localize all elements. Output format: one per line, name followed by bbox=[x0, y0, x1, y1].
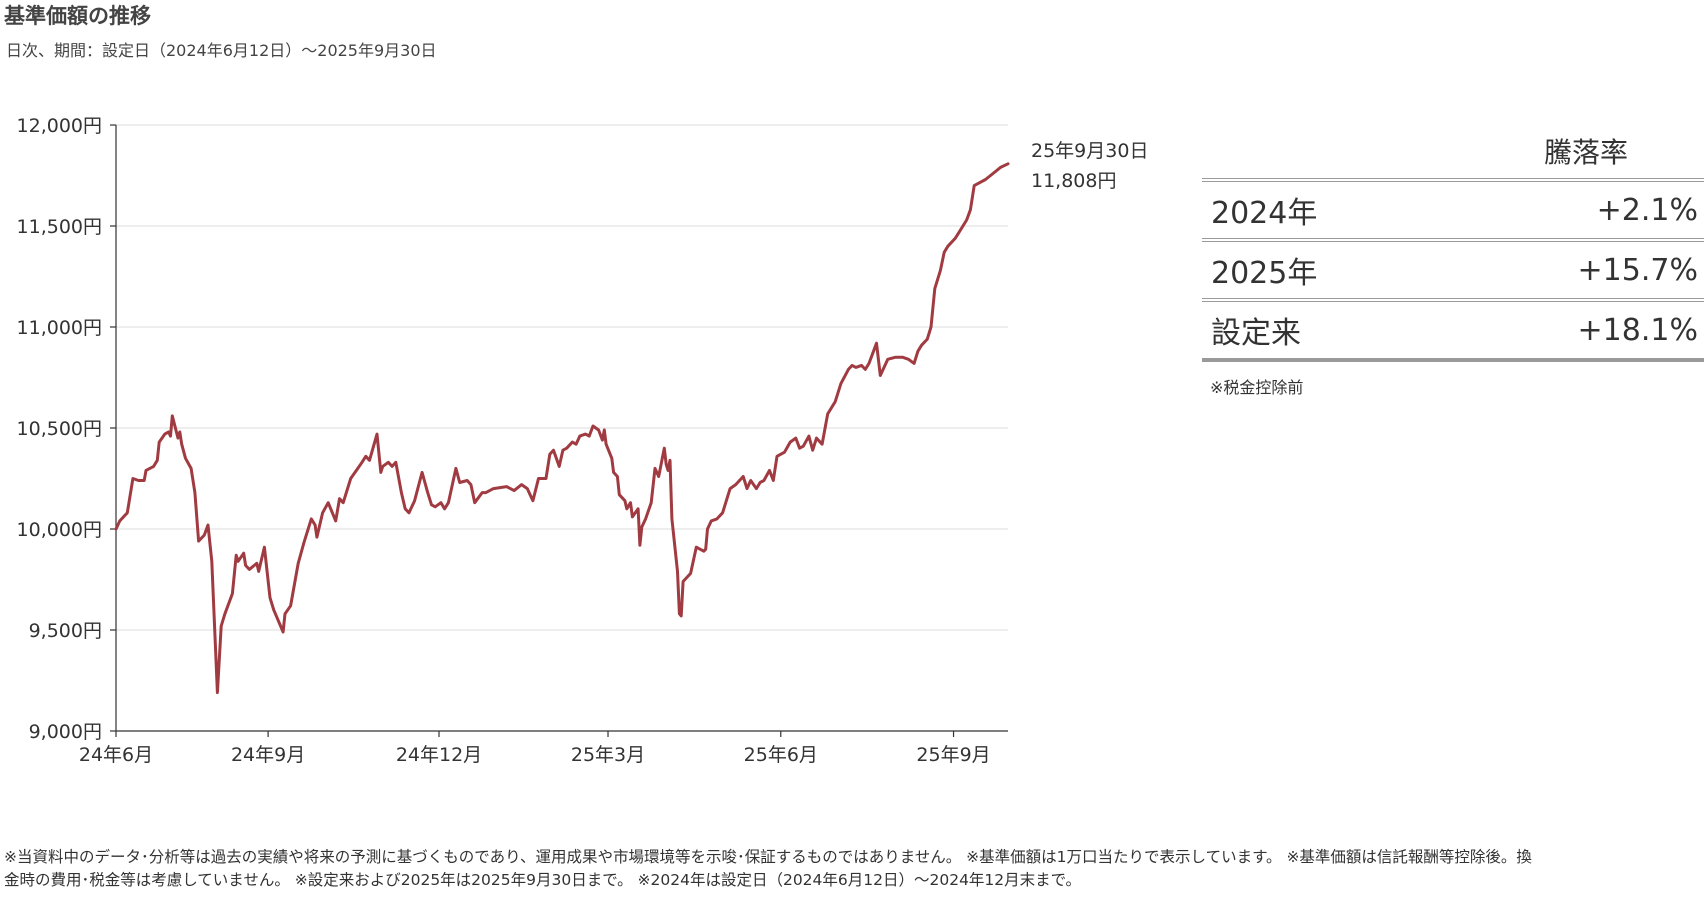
y-tick-label: 9,000円 bbox=[29, 721, 102, 743]
end-value-annotation: 11,808円 bbox=[1031, 170, 1116, 192]
returns-row-since-inception: 設定来 +18.1% bbox=[1202, 298, 1704, 362]
x-tick-label: 25年6月 bbox=[744, 744, 818, 766]
x-tick-label: 25年3月 bbox=[571, 744, 645, 766]
x-axis-tick-labels: 24年6月 24年9月 24年12月 25年3月 25年6月 25年9月 bbox=[79, 744, 991, 766]
chart-title: 基準価額の推移 bbox=[4, 4, 151, 28]
footer-disclaimer: ※当資料中のデータ･分析等は過去の実績や将来の予測に基づくものであり、運用成果や… bbox=[4, 846, 1704, 892]
y-tick-label: 12,000円 bbox=[17, 115, 102, 137]
nav-series-line bbox=[114, 162, 1010, 695]
y-tick-label: 9,500円 bbox=[29, 620, 102, 642]
returns-row-label: 2024年 bbox=[1211, 196, 1318, 231]
x-tick-label: 24年12月 bbox=[396, 744, 482, 766]
x-tick-label: 24年9月 bbox=[231, 744, 305, 766]
y-axis-tick-labels: 9,000円 9,500円 10,000円 10,500円 11,000円 11,500円… bbox=[17, 115, 102, 743]
returns-row-label: 2025年 bbox=[1211, 256, 1318, 291]
returns-row-value: +15.7% bbox=[1577, 252, 1698, 288]
y-tick-label: 11,500円 bbox=[17, 216, 102, 238]
y-tick-label: 10,000円 bbox=[17, 519, 102, 541]
returns-row-2025: 2025年 +15.7% bbox=[1202, 238, 1704, 298]
footer-line-1: ※当資料中のデータ･分析等は過去の実績や将来の予測に基づくものであり、運用成果や… bbox=[4, 848, 1532, 866]
returns-table-header: 騰落率 bbox=[1543, 136, 1628, 169]
y-tick-label: 11,000円 bbox=[17, 317, 102, 339]
y-tick-label: 10,500円 bbox=[17, 418, 102, 440]
returns-row-value: +18.1% bbox=[1577, 312, 1698, 348]
returns-row-2024: 2024年 +2.1% bbox=[1202, 178, 1704, 238]
returns-tax-note: ※税金控除前 bbox=[1210, 378, 1304, 397]
end-date-annotation: 25年9月30日 bbox=[1031, 140, 1148, 162]
footer-line-2: 金時の費用･税金等は考慮していません。 ※設定来および2025年は2025年9月… bbox=[4, 871, 1082, 889]
returns-row-label: 設定来 bbox=[1211, 316, 1301, 351]
grid-lines bbox=[110, 124, 1008, 737]
nav-line-chart: 9,000円 9,500円 10,000円 10,500円 11,000円 11,500円… bbox=[17, 115, 1149, 766]
returns-row-value: +2.1% bbox=[1596, 192, 1698, 228]
chart-subtitle: 日次、期間：設定日（2024年6月12日）～2025年9月30日 bbox=[6, 41, 437, 60]
x-tick-label: 25年9月 bbox=[916, 744, 990, 766]
returns-table: 騰落率 2024年 +2.1% 2025年 +15.7% 設定来 +18.1% … bbox=[1202, 128, 1704, 398]
x-tick-label: 24年6月 bbox=[79, 744, 153, 766]
